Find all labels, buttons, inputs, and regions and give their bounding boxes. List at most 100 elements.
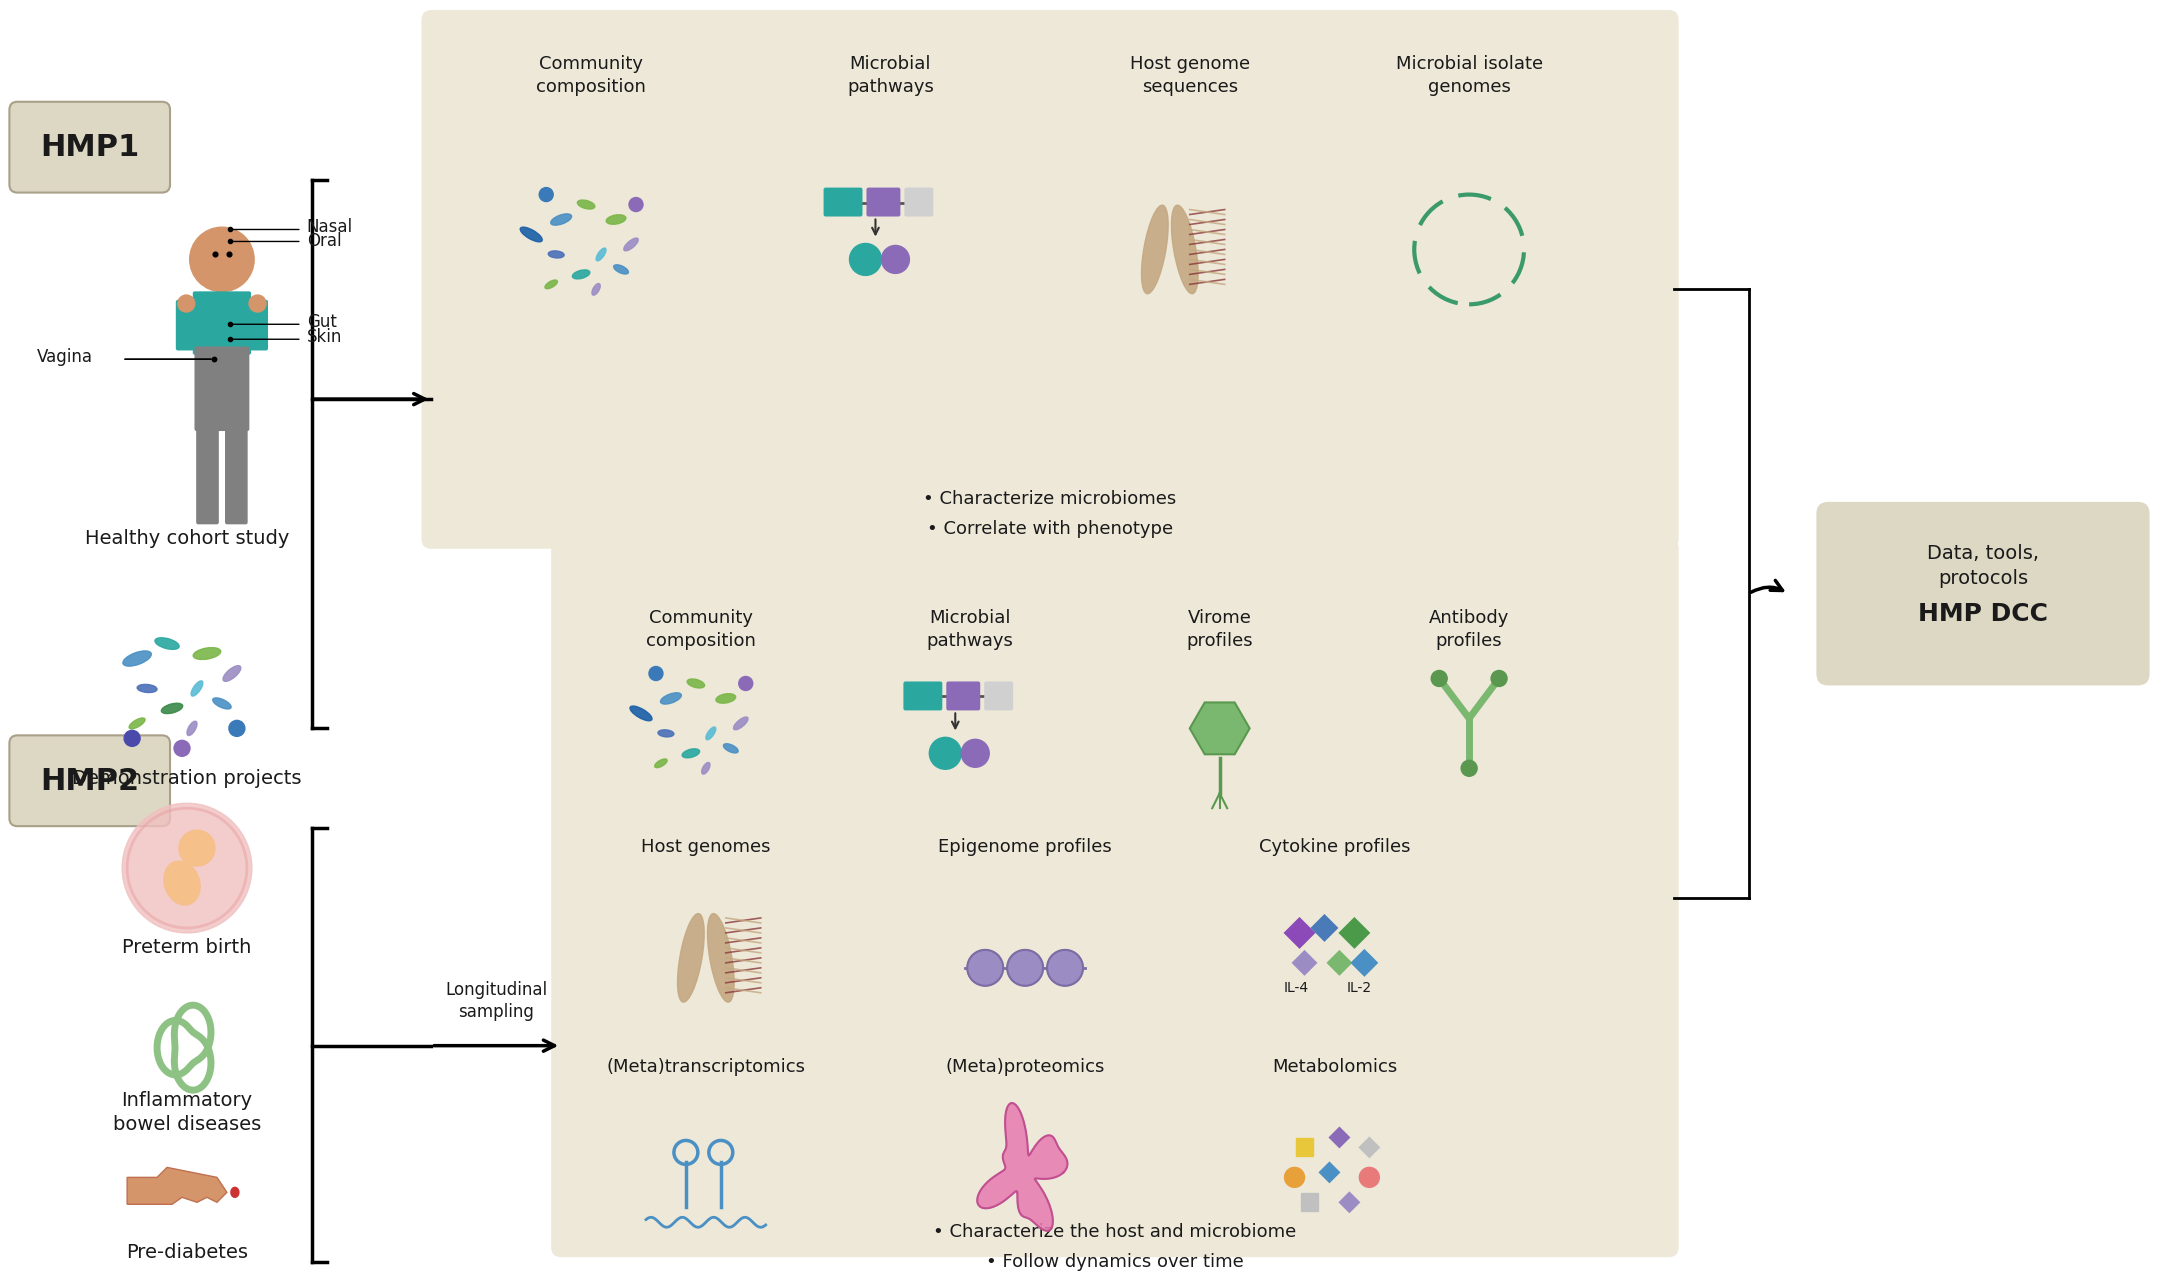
Ellipse shape (545, 280, 558, 289)
Text: Skin: Skin (307, 328, 342, 346)
Text: IL-4: IL-4 (1285, 980, 1309, 994)
Text: Community
composition: Community composition (647, 608, 755, 651)
Circle shape (1358, 1167, 1380, 1188)
Ellipse shape (597, 248, 606, 261)
Ellipse shape (186, 722, 197, 736)
Ellipse shape (722, 743, 738, 752)
Text: IL-2: IL-2 (1348, 980, 1371, 994)
FancyBboxPatch shape (904, 187, 932, 216)
Ellipse shape (121, 803, 251, 933)
FancyBboxPatch shape (195, 346, 249, 432)
Circle shape (1008, 950, 1043, 985)
Circle shape (930, 737, 960, 769)
Circle shape (649, 667, 662, 681)
Ellipse shape (519, 227, 543, 242)
Text: Antibody
profiles: Antibody profiles (1430, 608, 1510, 651)
Ellipse shape (573, 270, 590, 279)
Ellipse shape (677, 914, 705, 1002)
Polygon shape (1328, 1127, 1350, 1148)
Circle shape (229, 721, 244, 736)
Ellipse shape (688, 679, 705, 687)
Ellipse shape (223, 666, 240, 681)
Ellipse shape (629, 707, 651, 721)
Ellipse shape (578, 200, 595, 209)
Circle shape (1462, 760, 1477, 777)
Text: HMP2: HMP2 (41, 766, 141, 796)
Text: Data, tools,
protocols: Data, tools, protocols (1927, 544, 2040, 588)
Ellipse shape (733, 717, 748, 729)
Circle shape (967, 950, 1004, 985)
Text: Demonstration projects: Demonstration projects (71, 769, 303, 788)
FancyBboxPatch shape (984, 681, 1012, 710)
Circle shape (190, 227, 253, 292)
Polygon shape (1311, 914, 1339, 942)
FancyBboxPatch shape (867, 187, 900, 216)
Text: (Meta)transcriptomics: (Meta)transcriptomics (606, 1058, 805, 1076)
Ellipse shape (164, 861, 201, 905)
Text: Microbial
pathways: Microbial pathways (926, 608, 1014, 651)
Text: Longitudinal
sampling: Longitudinal sampling (446, 980, 547, 1021)
Ellipse shape (1142, 205, 1168, 294)
Ellipse shape (1172, 205, 1198, 294)
Text: Nasal: Nasal (307, 219, 353, 237)
FancyBboxPatch shape (193, 292, 251, 355)
Text: Healthy cohort study: Healthy cohort study (84, 530, 290, 549)
Polygon shape (978, 1102, 1066, 1231)
Polygon shape (1339, 917, 1371, 948)
Ellipse shape (655, 759, 666, 768)
Circle shape (180, 830, 214, 866)
Text: • Characterize microbiomes: • Characterize microbiomes (924, 490, 1177, 508)
Ellipse shape (701, 763, 709, 774)
Ellipse shape (162, 703, 182, 714)
Ellipse shape (212, 698, 231, 709)
Text: Cytokine profiles: Cytokine profiles (1259, 838, 1410, 857)
Ellipse shape (190, 681, 203, 696)
Text: Vagina: Vagina (37, 349, 93, 367)
FancyBboxPatch shape (9, 736, 171, 826)
Ellipse shape (123, 651, 151, 666)
Polygon shape (1319, 1161, 1341, 1184)
Ellipse shape (658, 729, 675, 737)
Bar (1296, 1138, 1313, 1156)
Text: Oral: Oral (307, 233, 342, 251)
Text: Host genomes: Host genomes (640, 838, 770, 857)
Text: (Meta)proteomics: (Meta)proteomics (945, 1058, 1105, 1076)
Text: • Characterize the host and microbiome: • Characterize the host and microbiome (932, 1223, 1296, 1241)
Polygon shape (1350, 948, 1378, 976)
Text: Metabolomics: Metabolomics (1272, 1058, 1397, 1076)
Circle shape (539, 187, 554, 201)
Bar (1300, 1193, 1319, 1212)
Polygon shape (1190, 703, 1250, 755)
Ellipse shape (705, 727, 716, 740)
Ellipse shape (593, 284, 601, 295)
Ellipse shape (130, 718, 145, 729)
FancyBboxPatch shape (197, 423, 218, 524)
Circle shape (173, 741, 190, 756)
Ellipse shape (614, 265, 629, 274)
Text: HMP DCC: HMP DCC (1919, 602, 2048, 625)
Circle shape (1047, 950, 1084, 985)
Circle shape (249, 295, 266, 312)
Circle shape (740, 676, 753, 690)
Circle shape (123, 731, 141, 746)
Circle shape (1432, 671, 1447, 686)
Ellipse shape (156, 638, 180, 649)
Text: HMP1: HMP1 (41, 134, 141, 162)
FancyBboxPatch shape (225, 423, 249, 524)
Ellipse shape (193, 648, 221, 659)
Text: • Follow dynamics over time: • Follow dynamics over time (986, 1253, 1244, 1272)
Text: Virome
profiles: Virome profiles (1185, 608, 1252, 651)
Ellipse shape (623, 238, 638, 251)
FancyBboxPatch shape (247, 300, 268, 350)
Polygon shape (1291, 950, 1317, 976)
FancyBboxPatch shape (175, 300, 197, 350)
FancyBboxPatch shape (422, 10, 1678, 549)
Polygon shape (128, 1167, 227, 1204)
Ellipse shape (547, 251, 565, 258)
Polygon shape (1339, 1192, 1361, 1213)
Text: Microbial isolate
genomes: Microbial isolate genomes (1395, 55, 1542, 97)
FancyBboxPatch shape (552, 538, 1678, 1258)
FancyBboxPatch shape (904, 681, 943, 710)
Ellipse shape (606, 215, 625, 224)
FancyBboxPatch shape (824, 187, 863, 216)
